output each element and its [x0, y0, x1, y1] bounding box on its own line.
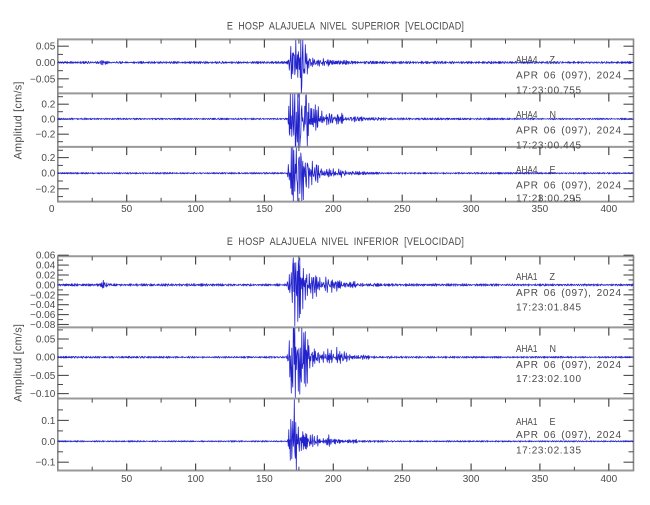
- svg-text:−0.10: −0.10: [30, 389, 56, 400]
- svg-text:−0.04: −0.04: [30, 300, 56, 311]
- svg-text:Amplitud [cm/s]: Amplitud [cm/s]: [13, 324, 25, 402]
- svg-text:−0.08: −0.08: [30, 320, 56, 331]
- svg-text:E: E: [550, 417, 556, 429]
- svg-text:0.0: 0.0: [41, 115, 55, 126]
- svg-text:AHA4: AHA4: [516, 109, 537, 120]
- svg-text:100: 100: [187, 474, 204, 485]
- svg-text:−0.2: −0.2: [36, 184, 56, 195]
- svg-text:0.05: 0.05: [36, 42, 56, 53]
- svg-text:APR 06 (097), 2024: APR 06 (097), 2024: [516, 126, 621, 137]
- svg-text:17:23:02.100: 17:23:02.100: [516, 374, 581, 385]
- svg-text:Z: Z: [550, 55, 556, 67]
- svg-text:0.00: 0.00: [36, 353, 56, 364]
- svg-text:0.2: 0.2: [41, 100, 55, 111]
- svg-text:APR 06 (097), 2024: APR 06 (097), 2024: [516, 71, 621, 82]
- svg-text:APR 06 (097), 2024: APR 06 (097), 2024: [516, 180, 621, 191]
- svg-text:17:23:00.755: 17:23:00.755: [516, 85, 581, 96]
- svg-text:N: N: [550, 110, 557, 122]
- svg-text:250: 250: [394, 474, 411, 485]
- svg-text:N: N: [550, 344, 557, 356]
- svg-text:300: 300: [463, 474, 480, 485]
- svg-text:17:23:02.135: 17:23:02.135: [516, 446, 581, 457]
- svg-text:0.0: 0.0: [41, 437, 55, 448]
- svg-text:−0.06: −0.06: [30, 310, 56, 321]
- svg-text:150: 150: [256, 474, 273, 485]
- svg-text:0.1: 0.1: [41, 416, 55, 427]
- svg-text:−0.05: −0.05: [30, 74, 56, 85]
- svg-text:0.06: 0.06: [36, 251, 56, 262]
- svg-text:AHA4: AHA4: [516, 54, 537, 65]
- svg-text:17:23:00.445: 17:23:00.445: [516, 141, 581, 152]
- svg-text:400: 400: [600, 204, 617, 215]
- svg-text:150: 150: [256, 204, 273, 215]
- svg-text:E: E: [550, 165, 556, 177]
- svg-text:0: 0: [49, 204, 55, 215]
- svg-text:−0.1: −0.1: [36, 458, 56, 469]
- svg-text:50: 50: [121, 204, 133, 215]
- svg-text:0.2: 0.2: [41, 153, 55, 164]
- svg-text:AHA1: AHA1: [516, 271, 537, 282]
- svg-text:−0.02: −0.02: [30, 290, 56, 301]
- svg-text:0.00: 0.00: [36, 280, 56, 291]
- svg-text:50: 50: [121, 474, 133, 485]
- svg-text:Z: Z: [550, 272, 556, 284]
- svg-text:AHA4: AHA4: [516, 164, 537, 175]
- svg-text:200: 200: [325, 204, 342, 215]
- svg-text:100: 100: [187, 204, 204, 215]
- svg-text:E HOSP ALAJUELA NIVEL INFERIOR: E HOSP ALAJUELA NIVEL INFERIOR [VELOCIDA…: [227, 236, 464, 248]
- svg-text:0.04: 0.04: [36, 261, 56, 272]
- svg-text:350: 350: [532, 474, 549, 485]
- svg-text:AHA1: AHA1: [516, 416, 537, 427]
- svg-text:−0.05: −0.05: [30, 371, 56, 382]
- svg-text:APR 06 (097), 2024: APR 06 (097), 2024: [516, 288, 621, 299]
- svg-text:0.0: 0.0: [41, 169, 55, 180]
- svg-text:350: 350: [532, 204, 549, 215]
- svg-text:0.02: 0.02: [36, 271, 56, 282]
- svg-text:Amplitud [cm/s]: Amplitud [cm/s]: [13, 82, 25, 160]
- svg-text:0.05: 0.05: [36, 335, 56, 346]
- svg-text:17:23:01.845: 17:23:01.845: [516, 302, 581, 313]
- svg-text:APR 06 (097), 2024: APR 06 (097), 2024: [516, 430, 621, 441]
- svg-text:AHA1: AHA1: [516, 343, 537, 354]
- svg-text:E HOSP ALAJUELA NIVEL SUPERIOR: E HOSP ALAJUELA NIVEL SUPERIOR [VELOCIDA…: [227, 21, 464, 33]
- svg-text:250: 250: [394, 204, 411, 215]
- svg-text:−0.2: −0.2: [36, 130, 56, 141]
- svg-text:APR 06 (097), 2024: APR 06 (097), 2024: [516, 360, 621, 371]
- svg-text:17:23:00.295: 17:23:00.295: [516, 194, 581, 205]
- svg-text:400: 400: [600, 474, 617, 485]
- svg-text:200: 200: [325, 474, 342, 485]
- svg-text:300: 300: [463, 204, 480, 215]
- svg-text:0.00: 0.00: [36, 58, 56, 69]
